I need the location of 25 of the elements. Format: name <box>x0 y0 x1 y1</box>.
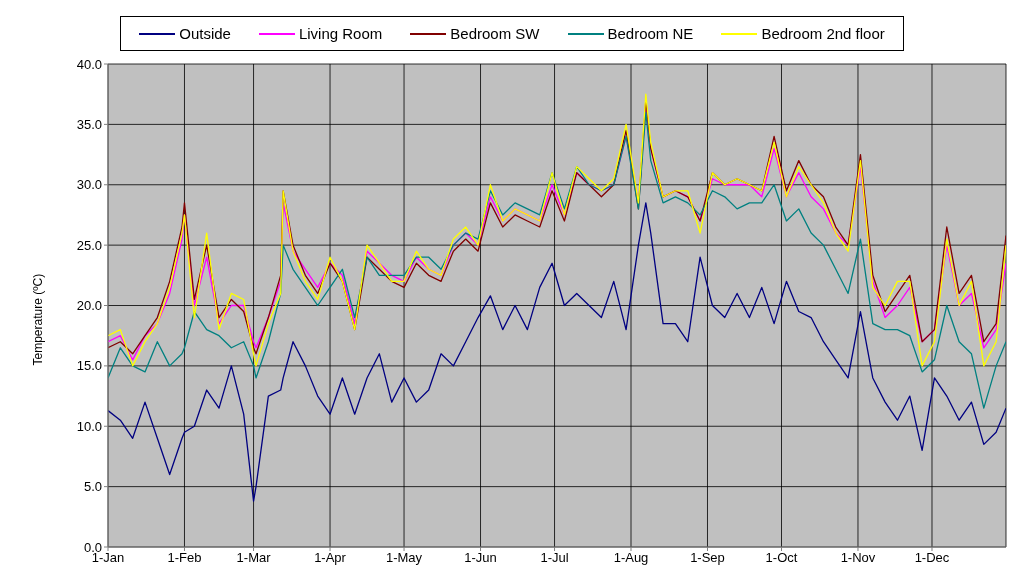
y-tick-label: 30.0 <box>76 177 102 193</box>
x-tick-label: 1-Feb <box>167 550 202 566</box>
legend-label: Bedroom 2nd floor <box>760 25 885 42</box>
x-tick-label: 1-Oct <box>765 550 798 566</box>
x-tick-label: 1-Mar <box>236 550 272 566</box>
y-tick-label: 20.0 <box>76 298 102 314</box>
x-tick-label: 1-Apr <box>314 550 347 566</box>
legend-label: Living Room <box>297 25 383 42</box>
y-tick-label: 15.0 <box>76 358 102 374</box>
x-tick-label: 1-Jun <box>464 550 497 566</box>
x-tick-label: 1-Aug <box>613 550 649 566</box>
x-tick-label: 1-Nov <box>840 550 876 566</box>
y-tick-label: 5.0 <box>83 479 102 495</box>
x-tick-label: 1-Jul <box>540 550 569 566</box>
x-tick-label: 1-Dec <box>914 550 950 566</box>
legend-label: Outside <box>178 25 231 42</box>
x-tick-label: 1-May <box>385 550 423 566</box>
y-tick-label: 10.0 <box>76 418 102 434</box>
legend-label: Bedroom SW <box>449 25 540 42</box>
y-axis-title: Temperature (ºC) <box>31 273 46 366</box>
y-tick-label: 35.0 <box>76 116 102 132</box>
y-tick-label: 40.0 <box>76 56 102 72</box>
x-tick-label: 1-Sep <box>690 550 725 566</box>
y-tick-label: 25.0 <box>76 237 102 253</box>
legend-label: Bedroom NE <box>606 25 694 42</box>
